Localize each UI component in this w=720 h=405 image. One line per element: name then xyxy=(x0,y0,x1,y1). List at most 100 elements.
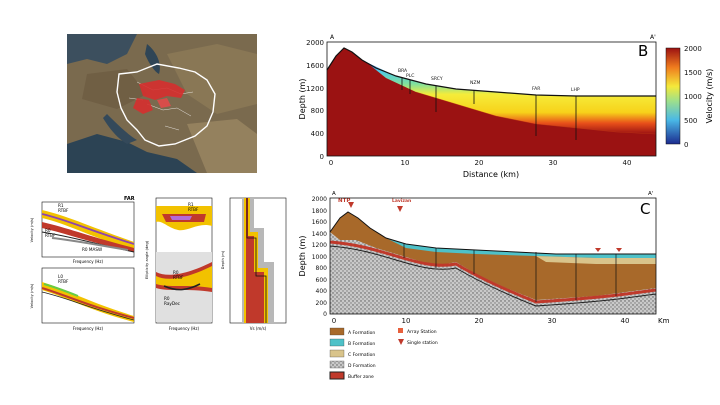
single-station-marker xyxy=(397,206,403,212)
legend-label: Single station xyxy=(407,340,438,346)
y-tick: 0 xyxy=(320,153,324,161)
y-tick: 600 xyxy=(316,277,328,284)
single-station-icon xyxy=(398,339,404,345)
single-station-marker xyxy=(616,248,622,252)
curve-label: RTBF xyxy=(188,207,199,212)
curve-label: R0 MASW xyxy=(82,247,102,252)
x-tick: 30 xyxy=(549,159,558,167)
y-tick: 1200 xyxy=(306,85,324,93)
curve-label: R0 xyxy=(164,296,170,301)
legend-swatch xyxy=(329,360,345,369)
profile-end-label: A' xyxy=(648,191,653,197)
colorbar-tick: 2000 xyxy=(684,45,702,53)
y-axis-label: Velocity (m/s) xyxy=(30,283,34,308)
y-axis-label: Depth (m) xyxy=(298,79,307,120)
y-tick: 1000 xyxy=(312,254,327,261)
x-axis-label: Distance (km) xyxy=(463,170,519,179)
legend-label: B Formation xyxy=(348,341,375,347)
study-region-west xyxy=(133,98,153,114)
colorbar-tick: 1000 xyxy=(684,93,702,101)
y-tick: 1600 xyxy=(306,62,324,70)
station-label: FAR xyxy=(532,86,540,92)
y-tick: 800 xyxy=(311,107,324,115)
colorbar-tick: 500 xyxy=(684,117,697,125)
y-tick: 400 xyxy=(316,288,328,295)
legend-swatch xyxy=(329,338,345,347)
profile-start-label: A xyxy=(330,34,335,41)
x-axis-label: Frequency (Hz) xyxy=(73,326,104,331)
colorbar-tick: 0 xyxy=(684,141,688,149)
curve-label: L0 xyxy=(58,274,63,279)
profile-start-label: A xyxy=(332,191,336,197)
x-tick: 10 xyxy=(402,317,411,325)
country-border xyxy=(116,63,216,147)
formation-legend: A Formation B Formation C Formation D Fo… xyxy=(329,327,438,380)
study-region-center xyxy=(157,98,171,108)
location-map xyxy=(67,34,257,173)
legend-swatch xyxy=(329,327,345,336)
y-tick: 0 xyxy=(323,311,327,318)
curve-label: RTBF xyxy=(173,275,184,280)
curve-label: R0 xyxy=(45,228,51,233)
x-axis-label: Frequency (Hz) xyxy=(73,259,104,264)
far-title: FAR xyxy=(124,196,135,202)
panel-letter: B xyxy=(638,42,648,60)
curve-label: R1 xyxy=(58,203,64,208)
y-tick: 800 xyxy=(316,265,328,272)
y-tick: 2000 xyxy=(312,196,327,203)
colorbar-label: Velocity (m/s) xyxy=(705,69,714,124)
curve-label: R0 xyxy=(173,270,179,275)
curve-label: RTBF xyxy=(45,233,56,238)
array-station-icon xyxy=(398,328,403,333)
colorbar-tick: 1500 xyxy=(684,69,702,77)
distance-unit: Km xyxy=(658,317,670,325)
callout-lavizan: Lavizan xyxy=(392,198,411,204)
station-label: SRCY xyxy=(431,76,443,82)
callout-ntp: NTP xyxy=(338,198,350,204)
satellite-map-image xyxy=(67,34,257,173)
velocity-section-panel: BRA PLC SRCY NZM FAR LHP A A' B 0 400 80… xyxy=(296,32,720,182)
station-label: NZM xyxy=(470,80,480,86)
x-tick: 10 xyxy=(401,159,410,167)
x-tick: 20 xyxy=(475,317,484,325)
legend-swatch xyxy=(329,371,345,380)
y-tick: 1800 xyxy=(312,208,327,215)
x-tick: 30 xyxy=(548,317,557,325)
x-axis-label: Frequency (Hz) xyxy=(169,326,200,331)
y-tick: 1600 xyxy=(312,219,327,226)
single-station-marker xyxy=(348,202,354,208)
x-tick: 40 xyxy=(621,317,630,325)
velocity-section-plot: BRA PLC SRCY NZM FAR LHP A A' B 0 400 80… xyxy=(298,34,714,179)
station-label: BRA xyxy=(398,68,408,74)
y-axis-label: Ellipticity angle (deg) xyxy=(145,240,149,279)
station-label: LHP xyxy=(571,87,580,93)
x-axis-label: Vs (m/s) xyxy=(250,326,267,331)
y-axis-label: Velocity (m/s) xyxy=(30,217,34,242)
far-plots: FAR R1 RTBF R0 RTBF R0 MASW Frequency (H… xyxy=(30,196,287,331)
single-station-marker xyxy=(595,248,601,252)
curve-label: RayDec xyxy=(164,301,181,306)
legend-label: Buffer zone xyxy=(348,374,374,380)
study-region-north xyxy=(139,80,185,100)
x-tick: 0 xyxy=(329,159,333,167)
y-tick: 2000 xyxy=(306,39,324,47)
profile-end-label: A' xyxy=(650,34,656,41)
x-tick: 20 xyxy=(475,159,484,167)
geological-section-plot: NTP Lavizan A A' C 0 200 400 600 800 100… xyxy=(298,191,670,380)
y-tick: 1200 xyxy=(312,242,327,249)
curve-label: RTBF xyxy=(58,208,69,213)
legend-label: C Formation xyxy=(348,352,375,358)
legend-label: A Formation xyxy=(348,330,375,336)
far-dispersion-panels: FAR R1 RTBF R0 RTBF R0 MASW Frequency (H… xyxy=(28,192,290,342)
x-tick: 40 xyxy=(623,159,632,167)
geological-section-panel: NTP Lavizan A A' C 0 200 400 600 800 100… xyxy=(296,188,720,400)
legend-label: Array Station xyxy=(407,329,437,335)
y-tick: 400 xyxy=(311,130,324,138)
velocity-colorbar xyxy=(665,47,681,145)
legend-label: D Formation xyxy=(348,363,376,369)
curve-label: R1 xyxy=(188,202,194,207)
y-axis-label: Depth (m) xyxy=(221,250,225,269)
y-tick: 200 xyxy=(316,300,328,307)
station-label: PLC xyxy=(406,73,414,79)
y-axis-label: Depth (m) xyxy=(298,236,307,277)
